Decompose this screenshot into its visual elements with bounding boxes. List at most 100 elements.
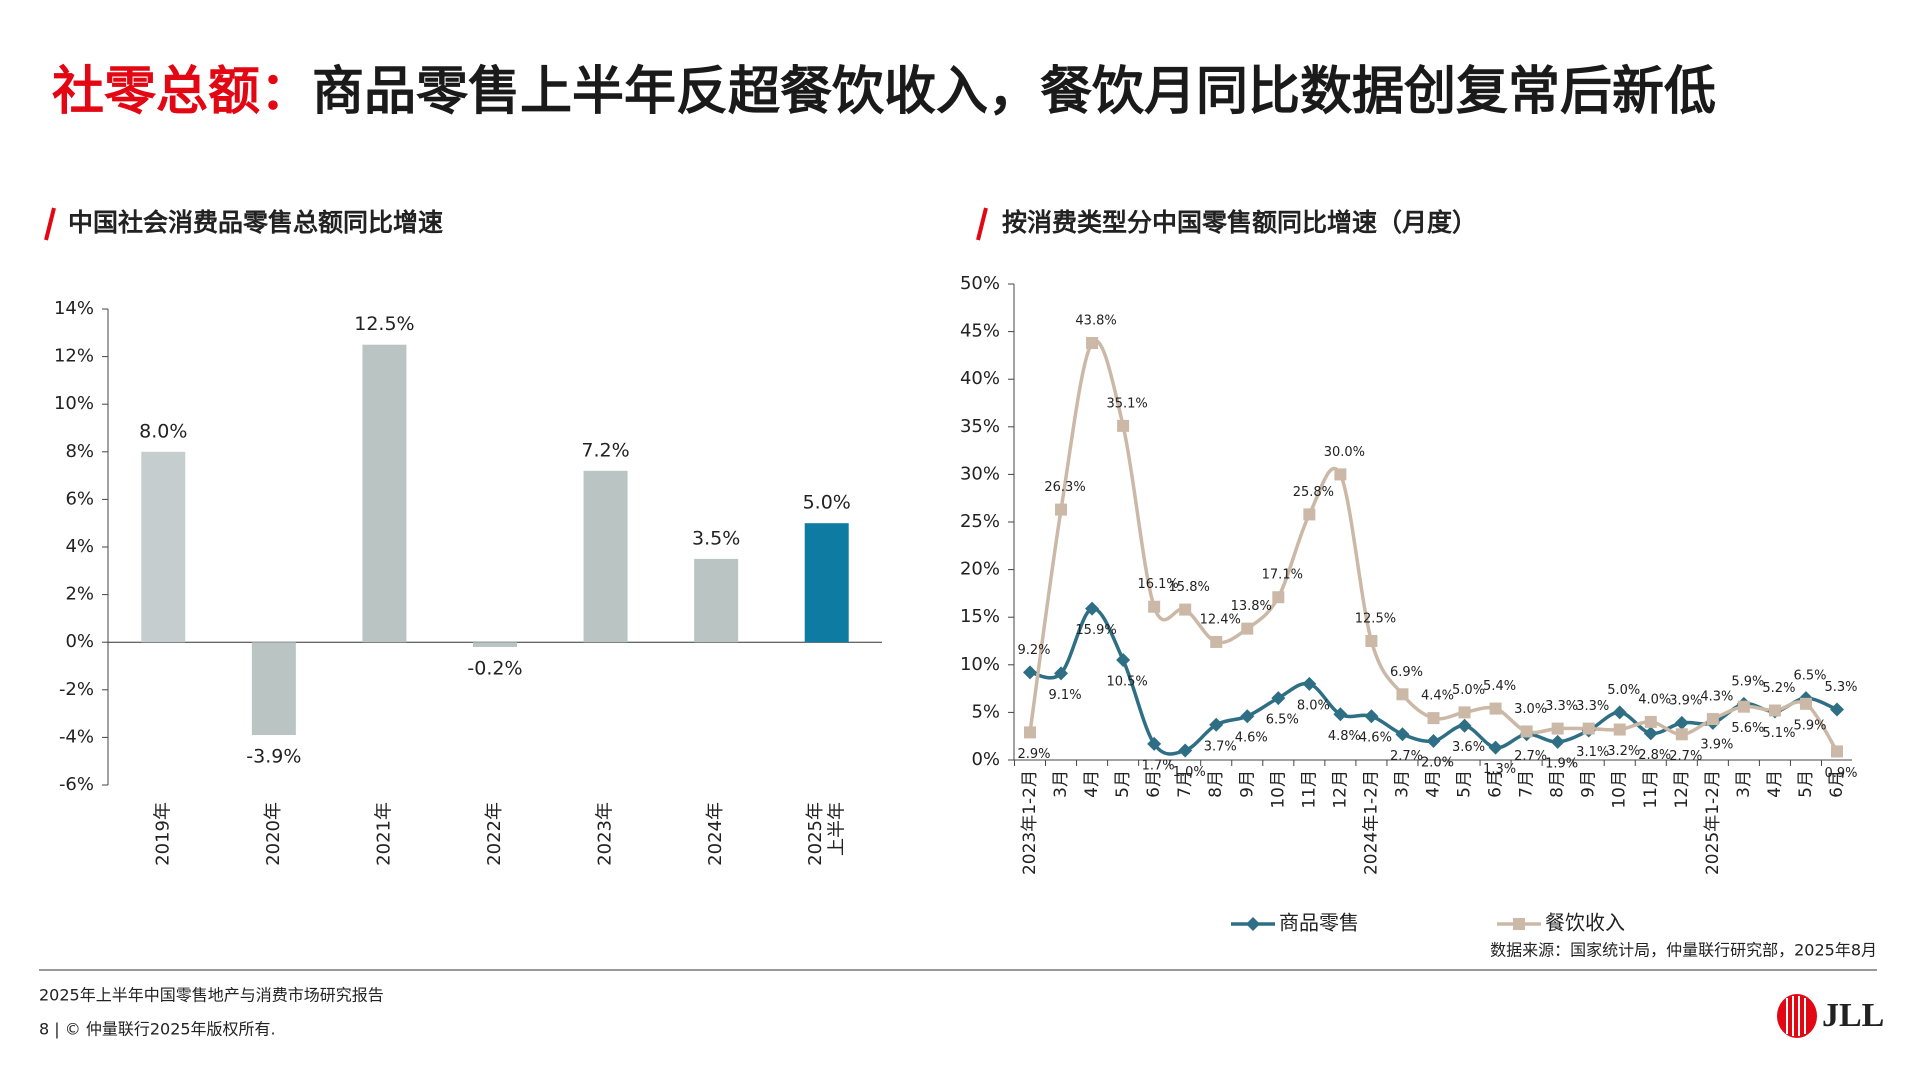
data-point <box>1458 706 1471 719</box>
value-label: 3.5% <box>692 527 740 549</box>
data-point <box>1737 700 1750 713</box>
y-tick-label: 40% <box>960 368 1000 389</box>
data-point <box>1550 734 1565 749</box>
y-tick-label: 50% <box>960 273 1000 294</box>
x-tick-label: 3月 <box>1734 770 1754 798</box>
x-tick-label: 2023年 <box>595 802 616 866</box>
bar <box>804 523 849 643</box>
value-label: 3.3% <box>1545 699 1578 714</box>
value-label: 1.3% <box>1483 762 1516 777</box>
value-label: 3.7% <box>1204 739 1237 754</box>
value-label: 25.8% <box>1293 485 1334 500</box>
value-label: 2.8% <box>1638 748 1671 763</box>
x-tick-label: 8月 <box>1206 770 1226 798</box>
value-label: 5.0% <box>803 492 851 514</box>
logo-mark <box>1777 994 1817 1038</box>
data-point <box>1551 722 1564 735</box>
data-point <box>1427 712 1440 725</box>
value-label: 7.2% <box>581 439 629 461</box>
data-point <box>1612 705 1627 720</box>
data-point <box>1799 697 1812 710</box>
title-highlight: 社零总额： <box>52 62 312 122</box>
y-tick-label: 14% <box>54 298 94 319</box>
legend-marker <box>1246 917 1260 931</box>
value-label: 2.7% <box>1390 749 1423 764</box>
x-tick-label: 6月 <box>1827 770 1847 798</box>
legend-label: 商品零售 <box>1279 911 1359 935</box>
value-label: 5.2% <box>1762 681 1795 696</box>
value-label: 3.2% <box>1607 744 1640 759</box>
x-tick-label: 2021年 <box>373 802 394 866</box>
y-tick-label: -6% <box>59 774 94 795</box>
x-tick-label: 3月 <box>1051 770 1071 798</box>
x-tick-label: 9月 <box>1237 770 1257 798</box>
y-tick-label: 6% <box>65 488 94 509</box>
data-point <box>1023 665 1037 680</box>
x-tick-label: 12月 <box>1330 770 1350 809</box>
value-label: 4.6% <box>1359 731 1392 746</box>
x-tick-label: 2025年1-2月 <box>1703 770 1723 875</box>
value-label: 5.9% <box>1731 674 1764 689</box>
y-tick-label: 15% <box>960 606 1000 627</box>
y-tick-label: 35% <box>960 416 1000 437</box>
value-label: 5.0% <box>1607 683 1640 698</box>
x-tick-label: 8月 <box>1548 770 1568 798</box>
x-tick-label: 5月 <box>1455 770 1475 798</box>
footer-report: 2025年上半年中国零售地产与消费市场研究报告 <box>39 986 384 1005</box>
data-point <box>1395 727 1410 742</box>
data-point <box>1831 745 1843 758</box>
y-tick-label: 0% <box>971 749 1000 770</box>
title-text: 商品零售上半年反超餐饮收入，餐饮月同比数据创复常后新低 <box>312 62 1716 122</box>
value-label: 5.0% <box>1452 683 1485 698</box>
x-tick-label: 4月 <box>1765 770 1785 798</box>
y-tick-label: 12% <box>54 346 94 367</box>
x-tick-label: 2024年 <box>705 802 726 866</box>
x-tick-label: 7月 <box>1175 770 1195 798</box>
value-label: 9.1% <box>1049 688 1082 703</box>
y-tick-label: 8% <box>65 441 94 462</box>
x-tick-label: 6月 <box>1144 770 1164 798</box>
value-label: 17.1% <box>1262 568 1303 583</box>
data-point <box>1457 718 1472 733</box>
page-title: 社零总额：商品零售上半年反超餐饮收入，餐饮月同比数据创复常后新低 <box>52 62 1716 122</box>
x-tick-label: 2023年1-2月 <box>1020 770 1040 875</box>
data-point <box>1086 337 1099 350</box>
x-tick-label: 6月 <box>1486 770 1506 798</box>
bar <box>141 451 186 643</box>
chart-title: 按消费类型分中国零售额同比增速（月度） <box>1002 208 1477 237</box>
value-label: 3.9% <box>1669 693 1702 708</box>
value-label: 13.8% <box>1231 599 1272 614</box>
value-label: 5.3% <box>1824 680 1857 695</box>
footer-copyright: 8 | © 仲量联行2025年版权所有. <box>39 1020 276 1039</box>
y-tick-label: 45% <box>960 321 1000 342</box>
data-point <box>1520 725 1533 738</box>
value-label: 8.0% <box>139 420 187 442</box>
bar <box>694 558 739 643</box>
x-tick-label: 4月 <box>1424 770 1444 798</box>
x-tick-label: 3月 <box>1392 770 1412 798</box>
data-point <box>1240 709 1255 724</box>
value-label: 12.5% <box>1355 612 1396 627</box>
y-tick-label: 10% <box>54 393 94 414</box>
value-label: 3.3% <box>1576 699 1609 714</box>
data-point <box>1148 600 1161 613</box>
data-point <box>1179 603 1192 616</box>
y-tick-label: 20% <box>960 559 1000 580</box>
series-line <box>1029 606 1838 756</box>
source-note: 数据来源：国家统计局，仲量联行研究部，2025年8月 <box>1490 941 1877 960</box>
value-label: 43.8% <box>1075 314 1116 329</box>
data-point <box>1644 715 1657 728</box>
data-point <box>1489 702 1502 715</box>
value-label: 3.1% <box>1576 745 1609 760</box>
y-tick-label: -4% <box>59 726 94 747</box>
value-label: 35.1% <box>1106 396 1147 411</box>
value-label: 4.8% <box>1328 729 1361 744</box>
value-label: 4.6% <box>1235 731 1268 746</box>
chart-title: 中国社会消费品零售总额同比增速 <box>68 208 443 237</box>
x-tick-label: 5月 <box>1796 770 1816 798</box>
value-label: 30.0% <box>1324 445 1365 460</box>
accent-slash <box>44 207 56 241</box>
value-label: 6.9% <box>1390 665 1423 680</box>
accent-slash <box>976 207 988 241</box>
x-tick-label: 11月 <box>1299 770 1319 809</box>
